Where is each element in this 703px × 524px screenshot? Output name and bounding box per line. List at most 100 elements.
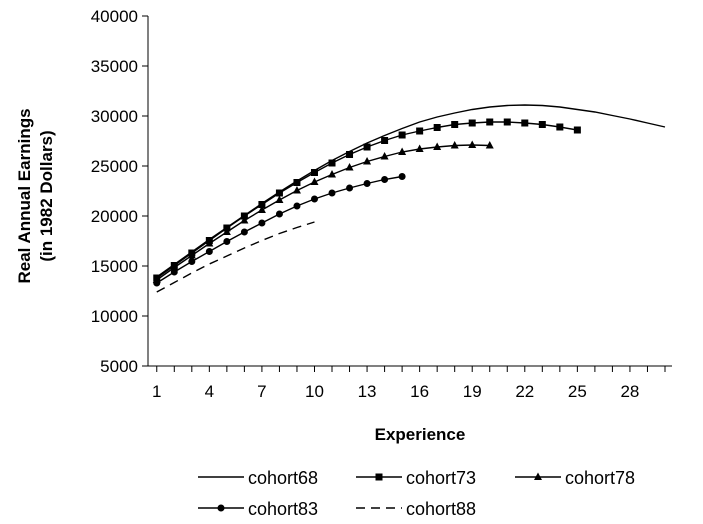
series-line-cohort78: [156, 144, 490, 281]
data-point-circle: [398, 173, 406, 180]
data-point-triangle: [380, 152, 389, 160]
series-cohort68: [156, 104, 666, 278]
data-point-square: [468, 119, 476, 127]
data-point-triangle: [240, 216, 249, 224]
data-point-square: [451, 121, 459, 128]
data-point-triangle: [222, 227, 231, 235]
data-point-triangle: [170, 263, 179, 271]
x-tick-label: 10: [305, 382, 324, 401]
data-point-square: [538, 121, 546, 128]
legend-label-cohort83: cohort83: [248, 499, 318, 519]
legend: cohort68 cohort73 cohort78 cohort83 cohort88: [198, 468, 635, 519]
legend-item-cohort68: cohort68: [198, 468, 318, 488]
data-point-triangle: [310, 177, 319, 185]
x-tick-label: 19: [463, 382, 482, 401]
legend-label-cohort68: cohort68: [248, 468, 318, 488]
legend-label-cohort78: cohort78: [565, 468, 635, 488]
data-point-triangle: [275, 195, 284, 203]
data-point-triangle: [257, 205, 266, 213]
data-point-triangle: [292, 186, 301, 194]
data-point-circle: [153, 279, 161, 287]
data-point-square: [556, 123, 564, 131]
data-point-square: [293, 179, 301, 186]
data-point-circle: [223, 238, 231, 245]
legend-item-cohort83: cohort83: [198, 499, 318, 519]
x-tick-label: 16: [410, 382, 429, 401]
y-tick-label: 30000: [91, 107, 138, 126]
data-point-circle: [363, 180, 371, 187]
data-point-square: [375, 473, 383, 481]
x-axis-title: Experience: [375, 425, 466, 444]
data-point-circle: [275, 210, 283, 218]
data-point-square: [346, 151, 354, 158]
y-tick-label: 40000: [91, 7, 138, 26]
data-point-triangle: [485, 141, 494, 149]
data-point-triangle: [415, 144, 424, 152]
data-point-square: [381, 137, 389, 144]
data-point-circle: [381, 176, 389, 183]
series-cohort78: [152, 140, 494, 283]
data-point-triangle: [534, 472, 542, 480]
x-tick-label: 4: [205, 382, 214, 401]
data-point-circle: [293, 202, 301, 210]
data-point-circle: [205, 248, 213, 255]
series-line-cohort68: [156, 104, 666, 278]
x-tick-label: 13: [358, 382, 377, 401]
x-tick-label: 22: [515, 382, 534, 401]
data-point-triangle: [468, 140, 477, 148]
series-cohort83: [153, 173, 406, 287]
data-point-circle: [258, 219, 266, 227]
data-point-circle: [328, 189, 336, 197]
series-cohort88: [156, 221, 315, 293]
x-tick-label: 1: [152, 382, 161, 401]
data-point-square: [573, 126, 581, 134]
y-tick-label: 25000: [91, 157, 138, 176]
y-tick-label: 35000: [91, 57, 138, 76]
data-point-square: [258, 201, 266, 208]
series-line-cohort88: [156, 221, 315, 293]
y-tick-label: 20000: [91, 207, 138, 226]
y-axis-title-line-2: (in 1982 Dollars): [37, 130, 56, 261]
data-point-triangle: [205, 239, 214, 247]
data-point-square: [328, 159, 336, 167]
data-point-triangle: [328, 170, 337, 178]
x-tick-label: 28: [620, 382, 639, 401]
data-point-square: [433, 124, 441, 131]
legend-label-cohort88: cohort88: [406, 499, 476, 519]
data-point-circle: [346, 184, 354, 192]
data-point-triangle: [398, 147, 407, 155]
y-axis-title-line-1: Real Annual Earnings: [15, 108, 34, 283]
y-tick-label: 5000: [100, 357, 138, 376]
series-layer: [152, 104, 666, 293]
data-point-circle: [310, 195, 318, 203]
x-tick-label: 7: [257, 382, 266, 401]
axes: 5000 10000 15000 20000 25000 30000 35000 40000 1…: [91, 7, 672, 401]
data-point-square: [275, 189, 283, 197]
data-point-square: [416, 127, 424, 135]
legend-item-cohort78: cohort78: [515, 468, 635, 488]
y-tick-label: 10000: [91, 307, 138, 326]
data-point-square: [363, 143, 371, 151]
data-point-square: [503, 118, 511, 126]
data-point-triangle: [363, 157, 372, 165]
data-point-triangle: [345, 163, 354, 171]
legend-item-cohort88: cohort88: [356, 499, 476, 519]
legend-item-cohort73: cohort73: [356, 468, 476, 488]
legend-label-cohort73: cohort73: [406, 468, 476, 488]
data-point-triangle: [450, 141, 459, 149]
data-point-circle: [188, 258, 196, 265]
data-point-circle: [170, 268, 178, 276]
x-tick-label: 25: [568, 382, 587, 401]
data-point-circle: [217, 504, 225, 512]
data-point-circle: [240, 228, 248, 236]
data-point-square: [486, 118, 494, 126]
data-point-triangle: [187, 251, 196, 259]
data-point-square: [398, 131, 406, 139]
data-point-square: [310, 169, 318, 176]
data-point-triangle: [433, 142, 442, 150]
data-point-square: [521, 119, 529, 127]
y-tick-label: 15000: [91, 257, 138, 276]
labels-layer: Experience Real Annual Earnings (in 1982…: [15, 108, 465, 444]
